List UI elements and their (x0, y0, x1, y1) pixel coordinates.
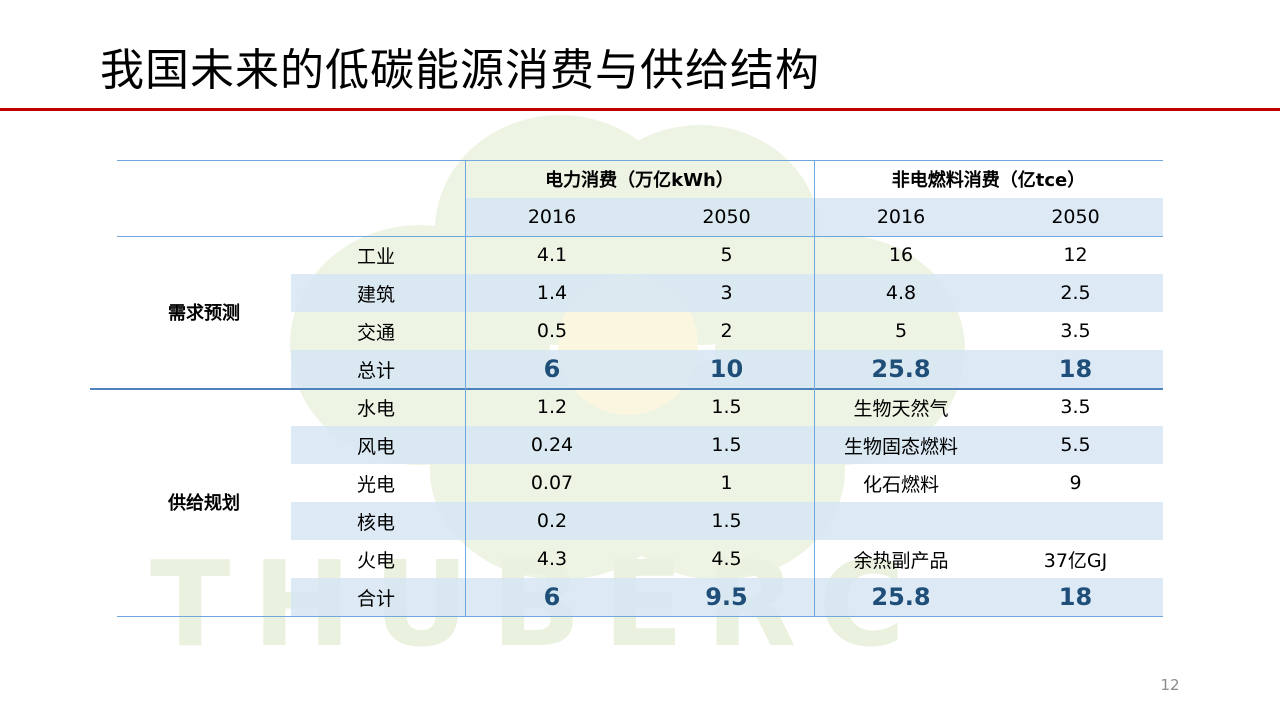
row-label: 总计 (357, 359, 396, 382)
header-electricity: 电力消费（万亿kWh） (545, 170, 734, 191)
table-cell: 2 (720, 320, 733, 342)
table-cell (988, 502, 1163, 540)
table-top-border (117, 160, 1163, 161)
header-non-electric-fuel: 非电燃料消费（亿tce） (891, 170, 1086, 191)
total-cell: 25.8 (871, 355, 931, 383)
total-cell: 6 (543, 355, 561, 383)
section-divider (90, 388, 1163, 390)
table-cell: 余热副产品 (853, 549, 949, 572)
table-cell: 3.5 (1060, 320, 1091, 342)
header-year: 2050 (702, 206, 751, 228)
total-cell: 18 (1058, 583, 1093, 611)
table-cell: 0.24 (530, 434, 574, 456)
table-cell: 5 (894, 320, 908, 342)
table-cell: 12 (1063, 244, 1088, 266)
column-divider (465, 160, 466, 617)
table-cell: 5.5 (1060, 434, 1091, 456)
header-year: 2016 (527, 206, 577, 228)
table-cell: 4.1 (536, 244, 568, 266)
total-cell: 25.8 (871, 583, 931, 611)
total-cell: 6 (543, 583, 561, 611)
table-cell: 1.2 (536, 396, 568, 418)
total-cell: 18 (1058, 355, 1093, 383)
row-band (291, 578, 1163, 616)
header-year: 2016 (876, 206, 926, 228)
row-label: 核电 (357, 511, 396, 534)
table-cell: 4.8 (885, 282, 917, 304)
section-supply-plan: 供给规划 (168, 493, 240, 514)
table-cell: 1.5 (711, 396, 742, 418)
table-cell: 生物天然气 (853, 397, 949, 420)
row-label: 火电 (357, 549, 396, 572)
page-number: 12 (1160, 676, 1180, 694)
table-cell: 3.5 (1060, 396, 1091, 418)
row-band (291, 350, 1163, 388)
table-cell: 1 (720, 472, 733, 494)
row-label: 合计 (357, 587, 396, 610)
row-label: 水电 (357, 397, 396, 420)
energy-table: 电力消费（万亿kWh） 非电燃料消费（亿tce） 2016 2050 2016 … (90, 160, 1163, 617)
table-cell: 化石燃料 (862, 473, 939, 496)
slide-title: 我国未来的低碳能源消费与供给结构 (100, 45, 820, 96)
row-band (291, 502, 1163, 540)
table-cell: 5 (720, 244, 733, 266)
title-underline (0, 108, 1280, 111)
table-cell: 0.5 (536, 320, 568, 342)
header-year: 2050 (1051, 206, 1100, 228)
row-label: 光电 (357, 473, 396, 496)
section-demand-forecast: 需求预测 (168, 303, 240, 324)
table-cell: 37亿GJ (1043, 549, 1108, 572)
row-band (291, 274, 1163, 312)
table-cell: 4.3 (536, 548, 568, 570)
table-cell: 1.5 (711, 510, 742, 532)
row-label: 工业 (357, 245, 396, 268)
row-band (291, 426, 1163, 464)
table-bottom-border (117, 616, 1163, 617)
table-cell: 1.5 (711, 434, 742, 456)
total-cell: 9.5 (705, 583, 748, 611)
column-divider (814, 160, 815, 617)
table-cell: 生物固态燃料 (843, 435, 958, 458)
row-label: 交通 (357, 321, 396, 344)
table-cell: 0.07 (530, 472, 574, 494)
table-cell: 4.5 (711, 548, 742, 570)
table-cell: 16 (888, 244, 914, 266)
table-cell: 2.5 (1060, 282, 1091, 304)
row-label: 建筑 (357, 283, 396, 306)
table-cell: 0.2 (536, 510, 568, 532)
table-cell (814, 502, 988, 540)
table-cell: 1.4 (536, 282, 568, 304)
table-cell: 3 (720, 282, 733, 304)
table-cell: 9 (1069, 472, 1082, 494)
row-label: 风电 (357, 435, 396, 458)
header-bottom-border (117, 236, 1163, 237)
total-cell: 10 (709, 355, 744, 383)
